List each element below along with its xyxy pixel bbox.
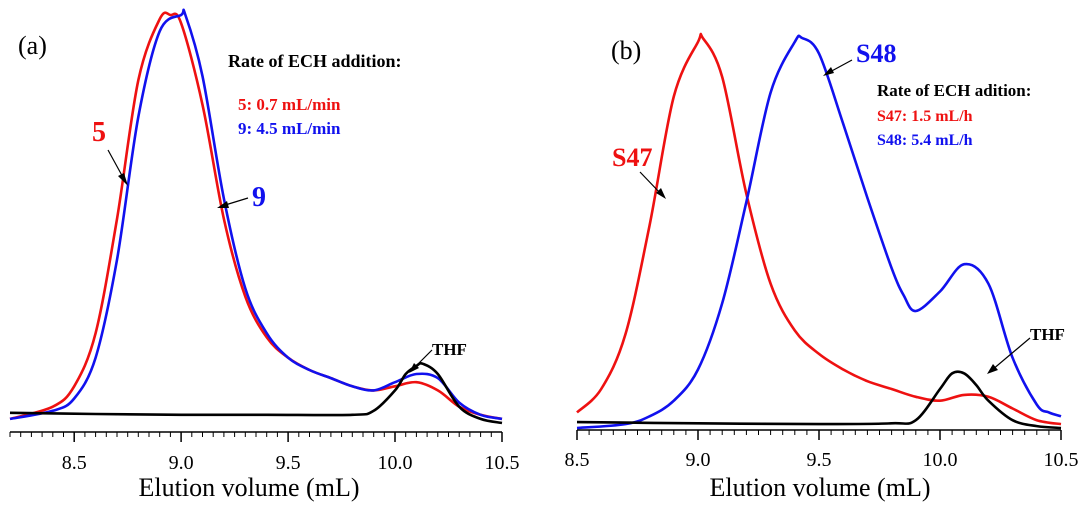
panel-b-legend-entry-s48: S48: 5.4 mL/h xyxy=(877,132,973,149)
panel-a-legend-entry-9: 9: 4.5 mL/min xyxy=(238,119,341,138)
panel-a-series-thf xyxy=(9,362,503,425)
panel-a-arrow-thf xyxy=(409,349,433,373)
panel-b-tick-label: 8.5 xyxy=(565,449,590,471)
panel-b-tick-label: 9.5 xyxy=(807,449,832,471)
panel-b-annotation-thf: THF xyxy=(1030,325,1065,344)
panel-a-ticks: 8.5 9.0 9.5 10.0 10.5 xyxy=(9,432,520,474)
panel-a-annotation-5: 5 xyxy=(92,117,106,148)
panel-b-annotation-s48: S48 xyxy=(856,39,896,68)
panel-a-legend-title: Rate of ECH addition: xyxy=(228,51,402,71)
panel-a-annotation-thf: THF xyxy=(432,340,467,359)
panel-b-series-thf xyxy=(576,370,1062,430)
panel-b-legend-entry-s47: S47: 1.5 mL/h xyxy=(877,108,973,125)
panel-a-label: (a) xyxy=(18,31,47,60)
panel-a-x-label: Elution volume (mL) xyxy=(139,473,360,502)
panel-a-legend-entry-5: 5: 0.7 mL/min xyxy=(238,95,341,114)
panel-a-tick-label: 10.0 xyxy=(378,452,413,474)
panel-a-tick-label: 10.5 xyxy=(485,452,520,474)
panel-a-series-9 xyxy=(9,8,503,421)
panel-b-label: (b) xyxy=(611,36,641,65)
panel-b-series-s47 xyxy=(576,32,1062,426)
panel-a-arrow-9 xyxy=(217,197,249,208)
panel-b-series-layer xyxy=(576,32,1062,430)
panel-b-arrow-s47 xyxy=(639,171,666,199)
panel-b-tick-label: 10.5 xyxy=(1044,449,1079,471)
panel-a-series-5 xyxy=(9,11,503,421)
panel-a-arrow-5 xyxy=(107,149,128,186)
panel-b-x-label: Elution volume (mL) xyxy=(710,473,931,502)
panel-b-tick-label: 10.0 xyxy=(923,449,958,471)
panel-b-series-s48 xyxy=(576,34,1062,430)
panel-b-ticks: 8.5 9.0 9.5 10.0 10.5 xyxy=(565,430,1079,471)
panel-a-tick-label: 8.5 xyxy=(62,452,87,474)
panel-b-arrow-s48 xyxy=(823,59,853,76)
panel-b-arrow-thf xyxy=(987,337,1031,374)
panel-b-legend-title: Rate of ECH adition: xyxy=(877,81,1031,100)
panel-b-tick-label: 9.0 xyxy=(686,449,711,471)
panel-a-tick-label: 9.0 xyxy=(169,452,194,474)
panel-a-tick-label: 9.5 xyxy=(276,452,301,474)
panel-b-annotation-s47: S47 xyxy=(612,143,652,172)
panel-a-annotation-9: 9 xyxy=(252,182,266,213)
panel-a-series-layer xyxy=(9,8,503,425)
panel-b-chart: 8.5 9.0 9.5 10.0 10.5 (b) Rate of ECH aditio… xyxy=(565,32,1079,502)
panel-a-chart: 8.5 9.0 9.5 10.0 10.5 (a) Rate of ECH additi… xyxy=(9,8,520,502)
